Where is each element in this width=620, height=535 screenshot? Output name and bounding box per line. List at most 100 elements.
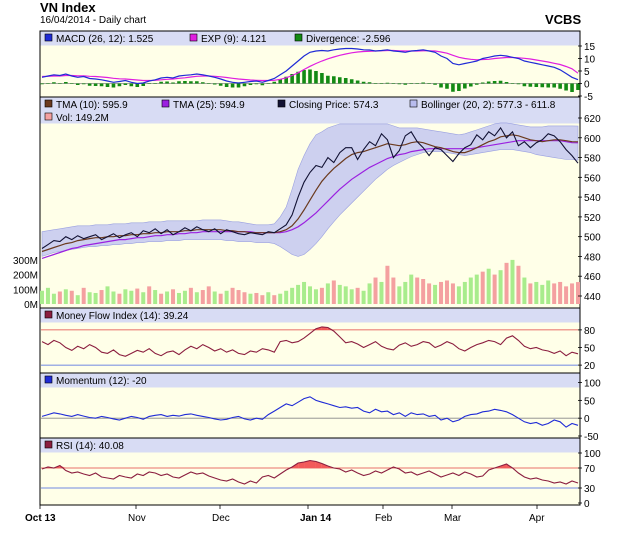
exp-9-legend-label: EXP (9): 4.121	[201, 34, 267, 45]
volume-bar	[480, 271, 485, 304]
volume-bar	[546, 280, 551, 304]
divergence-bar	[320, 73, 324, 84]
y-tick-label: 70	[584, 464, 596, 475]
tma-25-legend-label: TMA (25): 594.9	[173, 100, 245, 111]
volume-tick-label: 200M	[13, 271, 38, 282]
divergence-bar	[451, 83, 455, 92]
volume-bar	[415, 277, 420, 304]
volume-bar	[540, 284, 545, 304]
volume-bar	[397, 286, 402, 304]
macd-26-12-legend-label: MACD (26, 12): 1.525	[56, 34, 154, 45]
tma-10-legend-swatch	[44, 99, 53, 108]
y-tick-label: 440	[584, 292, 601, 303]
volume-bar	[212, 291, 217, 304]
volume-bar	[468, 277, 473, 304]
volume-bar	[40, 290, 44, 304]
volume-bar	[439, 281, 444, 304]
volume-bar	[278, 293, 283, 304]
y-tick-label: 30	[584, 484, 596, 495]
divergence-bar	[81, 83, 86, 85]
volume-bar	[266, 292, 271, 304]
divergence-bar	[546, 83, 551, 88]
y-tick-label: 15	[584, 42, 596, 53]
volume-bar	[308, 286, 312, 304]
divergence-bar	[337, 77, 342, 84]
money-flow-index-14-legend-swatch	[44, 310, 53, 319]
volume-bar	[522, 277, 527, 304]
chart-subtitle: 16/04/2014 - Daily chart	[40, 15, 147, 26]
momentum-12-legend-label: Momentum (12): -20	[56, 376, 147, 387]
divergence-bar	[147, 83, 151, 84]
x-tick-label: Jan 14	[300, 513, 332, 524]
divergence-bar	[576, 83, 580, 90]
divergence-bar	[254, 83, 259, 85]
volume-bar	[552, 283, 557, 304]
divergence-bar	[409, 83, 414, 84]
volume-tick-label: 100M	[13, 285, 38, 296]
divergence-bar	[361, 81, 366, 84]
volume-bar	[105, 286, 110, 304]
volume-bar	[182, 290, 187, 304]
y-tick-label: 0	[584, 414, 590, 425]
divergence-bar	[534, 83, 539, 87]
divergence-bar	[314, 71, 318, 84]
divergence-bar	[474, 83, 479, 85]
tma-10-line	[41, 134, 579, 253]
volume-tick-label: 0M	[24, 300, 38, 311]
y-tick-label: 520	[584, 213, 601, 224]
volume-bar	[206, 286, 211, 304]
divergence-bar	[427, 83, 431, 84]
divergence-bar	[165, 81, 169, 84]
y-tick-label: 20	[584, 361, 596, 372]
volume-bar	[99, 290, 104, 304]
volume-bar	[486, 268, 491, 304]
volume-bar	[165, 291, 170, 304]
volume-bar	[141, 292, 146, 304]
divergence-bar	[522, 83, 527, 87]
overbought-fill	[310, 460, 316, 468]
divergence-bar	[46, 83, 50, 84]
divergence-bar	[296, 71, 300, 84]
divergence-bar	[486, 81, 491, 84]
volume-bar	[272, 295, 277, 304]
divergence-bar	[177, 81, 181, 84]
volume-bar	[254, 292, 259, 304]
volume-bar	[576, 282, 580, 304]
volume-bar	[147, 286, 152, 304]
divergence-bar	[105, 83, 110, 87]
macd-line	[41, 47, 579, 85]
volume-bar	[135, 288, 140, 304]
divergence-bar	[332, 76, 336, 84]
divergence-bar	[570, 83, 574, 92]
volume-bar	[462, 281, 467, 304]
volume-bar	[367, 283, 372, 304]
divergence-bar	[433, 83, 437, 85]
divergence-bar	[52, 82, 56, 84]
rsi-14-legend-swatch	[44, 440, 53, 449]
divergence-bar	[391, 83, 396, 84]
divergence-bar	[349, 79, 354, 84]
x-tick-label: Mar	[444, 513, 462, 524]
volume-bar	[564, 286, 569, 304]
volume-bar	[313, 289, 318, 304]
volume-bar	[570, 283, 575, 304]
volume-bar	[391, 277, 396, 304]
divergence-bar	[528, 83, 533, 87]
divergence-bar	[242, 83, 247, 87]
divergence-legend-swatch	[294, 33, 303, 42]
y-tick-label: 600	[584, 134, 601, 145]
volume-bar	[337, 284, 342, 304]
x-tick-label: Nov	[128, 513, 146, 524]
x-tick-label: Oct 13	[25, 513, 56, 524]
y-tick-label: 0	[584, 80, 590, 91]
divergence-bar	[75, 83, 80, 85]
volume-bar	[129, 290, 134, 304]
tma-25-line	[41, 140, 579, 259]
divergence-bar	[379, 83, 384, 84]
divergence-bar	[69, 83, 74, 84]
volume-bar	[171, 289, 176, 304]
volume-bar	[361, 290, 366, 304]
volume-bar	[290, 287, 295, 304]
volume-bar	[343, 286, 348, 304]
volume-bar	[57, 291, 62, 304]
